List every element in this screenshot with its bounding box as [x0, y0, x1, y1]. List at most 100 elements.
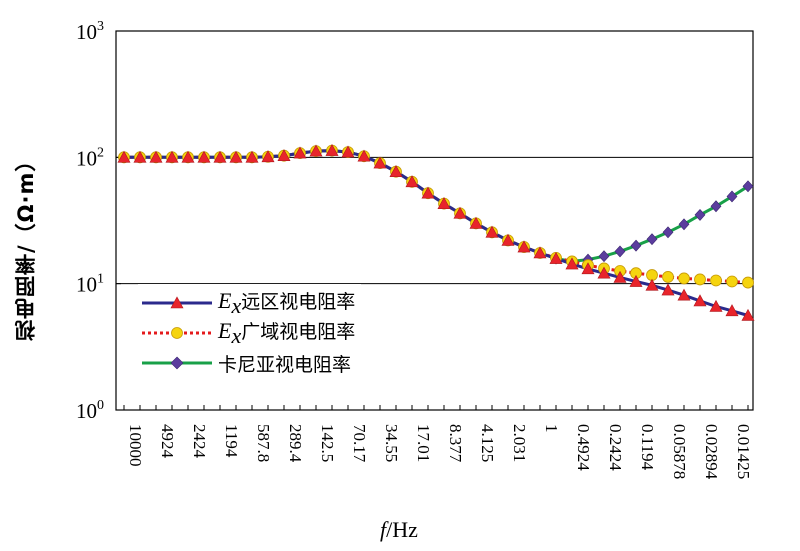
data-point-series-0 [677, 288, 691, 301]
data-point-series-0 [261, 150, 275, 163]
series-line-2 [124, 149, 749, 263]
legend-swatch-wide-field [142, 327, 212, 339]
data-point-series-0 [741, 308, 755, 321]
x-tick-label: 587.8 [254, 424, 273, 462]
legend-item-cagniard: 卡尼亚视电阻率 [142, 348, 355, 378]
data-point-series-0 [165, 150, 179, 163]
data-point-series-1 [726, 275, 738, 288]
legend-swatch-far-field [142, 296, 212, 309]
data-point-series-0 [597, 266, 611, 279]
y-ticks: 100 101 102 103 [76, 19, 121, 423]
data-point-series-0 [661, 283, 675, 296]
x-tick-label: 2424 [190, 424, 209, 459]
x-tick-label: 289.4 [286, 424, 305, 463]
y-tick-label: 102 [76, 145, 104, 170]
data-point-series-0 [133, 150, 147, 163]
data-point-series-0 [629, 274, 643, 287]
data-point-series-0 [229, 150, 243, 163]
data-point-series-0 [389, 165, 403, 177]
x-tick-label: 8.377 [446, 424, 465, 463]
legend-item-far-field: Ex远区视电阻率 [142, 288, 355, 318]
x-tick-label: 0.4924 [574, 424, 593, 471]
data-point-series-0 [565, 257, 579, 270]
data-point-series-2 [726, 190, 738, 203]
data-point-series-2 [710, 200, 722, 213]
data-point-series-2 [614, 245, 626, 258]
x-tick-label: 0.01425 [734, 424, 753, 479]
data-point-series-0 [709, 299, 723, 312]
data-point-series-0 [357, 149, 371, 162]
data-point-series-0 [373, 156, 387, 169]
data-point-series-0 [453, 206, 467, 219]
data-point-series-0 [181, 150, 195, 163]
data-point-series-0 [309, 144, 323, 157]
data-point-series-2 [598, 250, 610, 263]
data-point-series-0 [213, 150, 227, 163]
data-point-series-0 [517, 240, 531, 253]
x-axis-label: f/Hz [380, 517, 418, 543]
data-point-series-0 [485, 225, 499, 238]
gridlines [116, 156, 753, 285]
data-point-series-1 [742, 276, 754, 289]
data-point-series-0 [149, 150, 163, 163]
x-tick-label: 142.5 [318, 424, 337, 462]
data-point-series-0 [245, 150, 259, 163]
data-point-series-0 [469, 216, 483, 229]
series-line-1 [124, 149, 749, 285]
x-tick-label: 1 [542, 424, 561, 433]
x-tick-label: 1194 [222, 424, 241, 458]
data-point-series-0 [581, 262, 595, 275]
y-tick-label: 101 [76, 272, 104, 297]
data-point-series-0 [501, 233, 515, 246]
data-point-series-0 [117, 150, 131, 163]
data-point-series-0 [293, 146, 307, 159]
data-point-series-0 [277, 149, 291, 162]
data-point-series-2 [662, 226, 674, 239]
x-tick-label: 4.125 [478, 424, 497, 462]
x-tick-label: 10000 [126, 424, 145, 467]
data-point-series-2 [694, 208, 706, 221]
x-tick-label: 4924 [158, 424, 177, 459]
data-point-series-0 [197, 150, 211, 163]
data-point-series-2 [646, 233, 658, 246]
data-point-series-1 [662, 271, 674, 283]
series [117, 144, 755, 321]
data-point-series-0 [437, 197, 451, 209]
data-point-series-0 [645, 278, 659, 291]
legend: Ex远区视电阻率 Ex广域视电阻率 卡尼亚视电阻率 [138, 284, 362, 382]
data-point-series-0 [405, 175, 419, 188]
data-point-series-1 [710, 274, 722, 287]
x-tick-label: 0.02894 [702, 424, 721, 480]
legend-label-far-field: Ex远区视电阻率 [218, 288, 356, 318]
data-point-series-0 [725, 304, 739, 317]
data-point-series-2 [742, 180, 754, 193]
data-point-series-0 [613, 270, 627, 283]
data-point-series-1 [678, 272, 690, 285]
data-point-series-0 [325, 144, 339, 156]
y-tick-label: 103 [76, 19, 104, 44]
data-point-series-0 [693, 294, 707, 307]
x-tick-label: 0.05878 [670, 424, 689, 479]
x-tick-label: 17.01 [414, 424, 433, 462]
legend-label-cagniard: 卡尼亚视电阻率 [218, 353, 352, 376]
data-point-series-0 [421, 186, 435, 199]
data-point-series-2 [678, 218, 690, 231]
data-point-series-2 [630, 239, 642, 252]
x-tick-label: 0.1194 [638, 424, 657, 471]
legend-item-wide-field: Ex广域视电阻率 [142, 318, 355, 348]
legend-swatch-cagniard [142, 356, 212, 370]
y-tick-label: 100 [76, 398, 104, 423]
x-axis-label-italic: f [380, 517, 387, 542]
plot-frame [115, 30, 754, 411]
data-point-series-0 [549, 251, 563, 264]
x-ticks: 10000 4924 2424 1194 587.8 289.4 142.5 70.17 34.… [123, 405, 753, 480]
y-axis-label: 视电阻率/（Ω·m） [14, 149, 38, 341]
data-point-series-0 [533, 246, 547, 259]
x-tick-label: 70.17 [350, 424, 369, 463]
x-tick-label: 0.2424 [606, 424, 625, 471]
x-axis-label-unit: /Hz [386, 517, 418, 542]
data-point-series-0 [341, 145, 355, 158]
x-tick-label: 34.55 [382, 424, 401, 462]
x-tick-label: 2.031 [510, 424, 529, 462]
